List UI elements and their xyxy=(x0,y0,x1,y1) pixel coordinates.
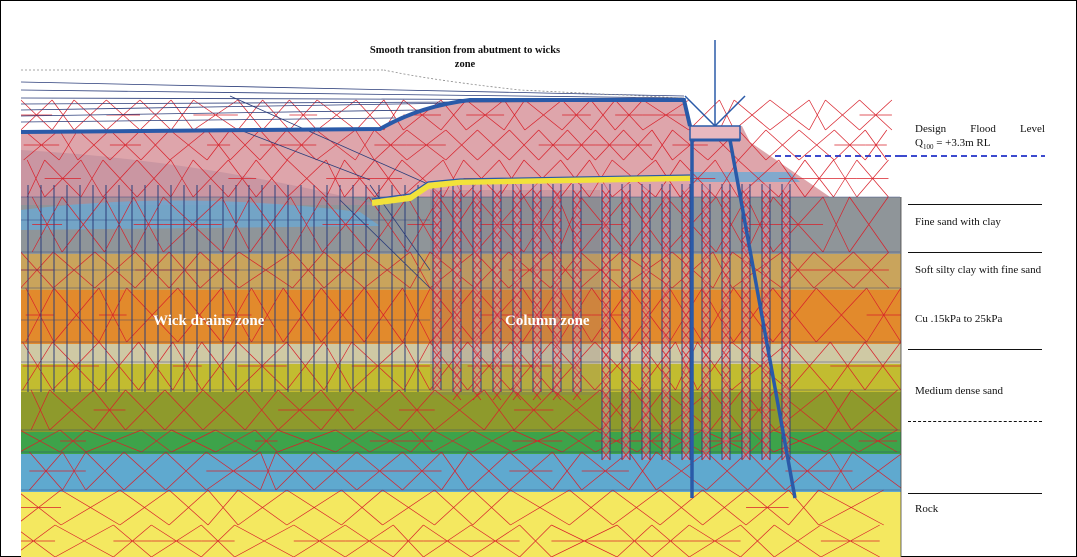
embankment-lower-shade xyxy=(21,150,380,205)
embankment-crest xyxy=(21,98,692,134)
transition-annotation: Smooth transition from abutment to wicks… xyxy=(340,44,590,72)
wick-drains xyxy=(27,185,419,392)
column-zone-label: Column zone xyxy=(505,313,590,329)
flood-q-sub: 100 xyxy=(922,143,934,152)
drainage-blanket xyxy=(371,175,691,206)
legend-divider-4 xyxy=(908,421,1042,422)
soft-clay-label: Soft silty clay with fine sand xyxy=(915,264,1042,276)
bridge-abutment xyxy=(684,40,797,499)
flood-level-value: Q100 = +3.3m RL xyxy=(915,136,1045,154)
fine-sand-label: Fine sand with clay xyxy=(915,216,1001,228)
embankment-blue-layer xyxy=(21,200,380,230)
legend-divider-2 xyxy=(908,252,1042,253)
transition-annotation-line2: zone xyxy=(454,59,476,70)
legend-divider-3 xyxy=(908,349,1042,350)
flood-q: Q xyxy=(915,137,923,149)
annotation-leader-curve xyxy=(383,69,685,99)
legend-divider-1 xyxy=(908,204,1042,205)
medium-sand-label: Medium dense sand xyxy=(915,385,1003,397)
flood-level-label: Design Flood Level Q100 = +3.3m RL xyxy=(915,122,1045,154)
embankment-blue-right xyxy=(690,172,800,182)
flood-level-title: Design Flood Level xyxy=(915,123,1045,135)
drainage-blanket-edge xyxy=(371,174,691,200)
wick-drains-zone-label: Wick drains zone xyxy=(153,313,265,329)
flood-rl: = +3.3m RL xyxy=(933,137,991,149)
cu-label: Cu .15kPa to 25kPa xyxy=(915,313,1003,325)
layer-rock xyxy=(21,490,901,557)
stone-columns xyxy=(432,184,791,461)
legend-divider-5 xyxy=(908,493,1042,494)
transition-annotation-line1: Smooth transition from abutment to wicks xyxy=(369,45,561,56)
rock-label: Rock xyxy=(915,503,939,515)
